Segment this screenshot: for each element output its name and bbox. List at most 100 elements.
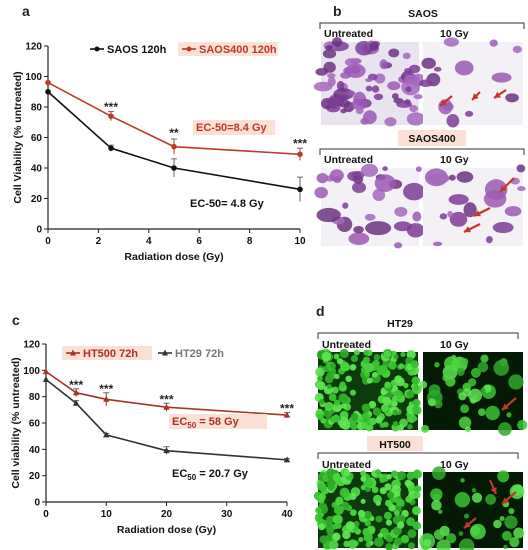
cell-blob [333,88,354,101]
cell-blob [458,416,472,429]
data-point [283,456,291,463]
legend-label: SAOS 120h [107,44,167,56]
cell-blob [345,63,366,78]
y-tick-label: 100 [25,72,42,83]
cell-blob [406,350,416,360]
cell-blob [326,526,335,535]
cell-blob [351,98,367,110]
cell-blob [317,482,327,492]
cell-blob [343,470,351,477]
cell-blob [431,500,442,511]
cell-blob [349,389,357,396]
cell-blob [434,362,440,368]
cell-blob [409,105,419,113]
data-point [103,395,110,402]
cell-blob [313,81,333,92]
cell-blob [319,535,328,544]
cell-blob [499,515,505,522]
cell-blob [463,202,477,218]
cell-blob [396,100,413,108]
cell-blob [382,166,388,171]
cell-blob [327,76,336,87]
cell-blob [413,94,423,100]
cell-blob [340,108,347,114]
cell-blob [406,471,415,480]
cell-blob [406,517,415,527]
cell-blob [379,422,386,428]
cell-blob [477,408,486,417]
legend-label: SAOS400 120h [199,44,277,56]
x-tick-label: 40 [281,509,293,520]
cell-blob [404,67,413,74]
cell-blob [327,483,335,491]
arrowhead-icon [502,403,509,410]
cell-blob [454,491,471,508]
cell-blob [331,386,339,394]
cell-blob [361,403,371,413]
cell-blob [315,507,322,514]
cell-blob [433,529,445,540]
arrowhead-icon [494,91,501,98]
chart-a: 0 20 40 60 80 100 120 0 2 4 6 8 10 Radiation dose (Gy… [12,42,307,264]
cell-blob [387,81,401,91]
data-point [163,447,170,454]
cell-blob [379,59,388,70]
image-label-untreated: Untreated [322,339,371,351]
cell-blob [365,85,373,92]
cell-blob [445,376,456,387]
cell-blob [353,520,360,527]
y-tick-label: 80 [29,392,41,403]
y-tick-label: 0 [34,498,40,509]
cell-blob [493,360,510,376]
cell-blob [327,73,336,79]
cell-blob [489,39,498,47]
x-tick-label: 30 [221,509,233,520]
cell-blob [471,492,483,503]
cell-blob [357,509,366,518]
cell-blob [407,423,413,430]
data-point [171,143,177,150]
cell-blob [384,483,392,491]
arrowhead-icon [500,185,507,192]
cell-blob [360,470,367,477]
cell-blob [377,532,384,539]
annotation: EC50 = 58 Gy [172,416,240,430]
cell-blob [394,375,403,384]
cell-blob [384,381,391,389]
x-tick-label: 8 [247,236,253,247]
cell-blob [353,349,360,356]
legend-label: HT29 72h [175,348,224,360]
cell-blob [460,478,465,483]
cell-blob [386,473,392,480]
cell-blob [485,405,500,421]
cell-blob [315,367,325,377]
x-tick-label: 10 [101,509,113,520]
image-title: SAOS [408,8,438,20]
cell-blob [403,182,426,201]
cell-blob [415,166,422,172]
data-point [108,145,114,151]
cell-blob [446,533,457,544]
cell-blob [373,354,381,361]
cell-blob [365,541,372,548]
cell-blob [369,417,377,426]
cell-blob [463,513,470,519]
bracket [317,332,519,339]
cell-blob [433,66,442,72]
image-label-untreated: Untreated [322,459,371,471]
cell-blob [387,491,395,499]
cell-blob [400,534,410,544]
cell-blob [497,470,510,483]
arrowhead-icon [472,93,479,100]
significance-label: *** [104,100,118,114]
data-point [42,368,50,375]
cell-blob [448,194,469,205]
cell-blob [480,354,489,363]
y-tick-label: 60 [29,419,41,430]
y-tick-label: 60 [31,133,43,144]
legend-bg [62,346,152,360]
cell-blob [438,509,443,514]
cell-blob [501,530,512,541]
cell-blob [419,380,428,389]
micrographs-b: SAOS Untreated 10 Gy SAOS400 Untreated 10 Gy [313,8,526,249]
